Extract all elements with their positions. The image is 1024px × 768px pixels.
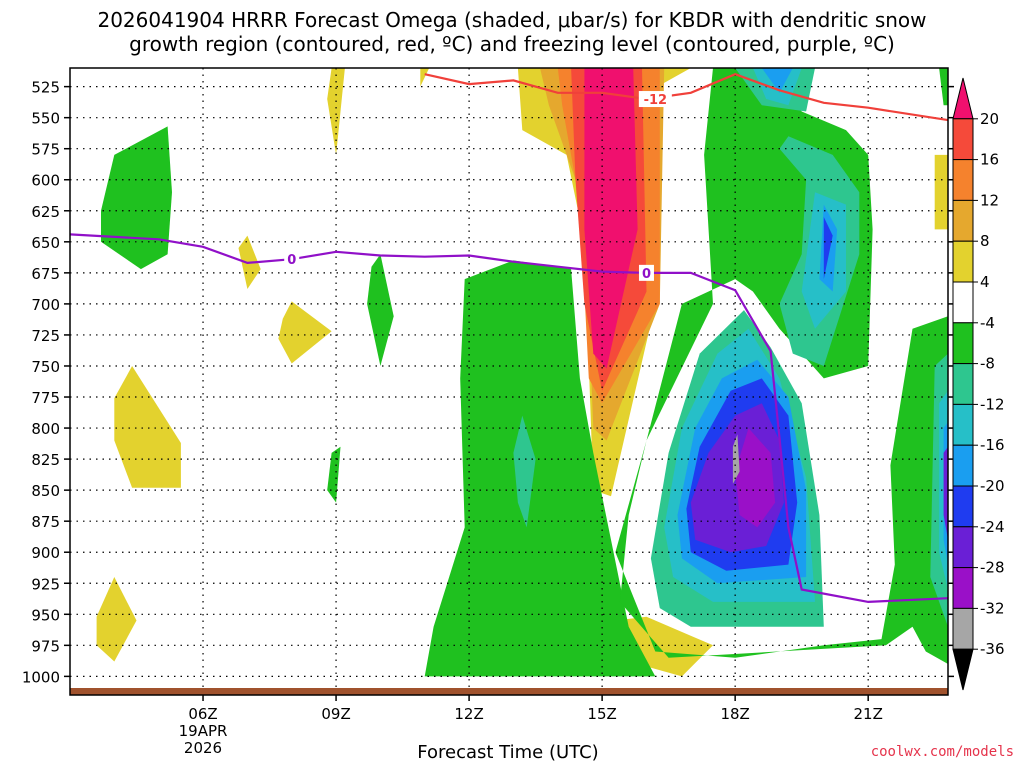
plot-area: 0 0 -12 bbox=[70, 68, 948, 695]
y-tick-label-650: 650 bbox=[31, 234, 60, 252]
colorbar-box-13 bbox=[952, 607, 974, 650]
y-tick-label-975: 975 bbox=[31, 637, 60, 655]
y-tick-label-675: 675 bbox=[31, 265, 60, 283]
colorbar-label-6: -8 bbox=[980, 355, 995, 373]
contour-label-bg-1 bbox=[638, 264, 654, 281]
colorbar-label-4: 4 bbox=[980, 273, 990, 291]
y-tick-label-575: 575 bbox=[31, 141, 60, 159]
colorbar-box-10 bbox=[952, 485, 974, 528]
colorbar-top-arrow bbox=[952, 77, 974, 120]
colorbar-box-1 bbox=[952, 118, 974, 161]
omega-region-17 bbox=[327, 446, 341, 503]
x-tick-label-18Z: 18Z bbox=[720, 705, 749, 723]
colorbar-box-12 bbox=[952, 567, 974, 609]
x-tick-year: 2026 bbox=[184, 739, 222, 757]
site-credit: coolwx.com/models bbox=[870, 744, 1014, 760]
colorbar-label-11: -28 bbox=[980, 559, 1005, 577]
y-tick-label-625: 625 bbox=[31, 203, 60, 221]
omega-region-35 bbox=[823, 217, 833, 280]
colorbar-label-13: -36 bbox=[980, 640, 1005, 658]
omega-region-9 bbox=[934, 154, 948, 230]
colorbar-label-7: -12 bbox=[980, 395, 1005, 413]
y-tick-label-900: 900 bbox=[31, 544, 60, 562]
colorbar-label-9: -20 bbox=[980, 477, 1005, 495]
omega-region-15 bbox=[101, 126, 172, 270]
x-tick-label-06Z: 06Z bbox=[188, 705, 217, 723]
x-tick-date: 19APR bbox=[179, 722, 228, 740]
y-tick-label-1000: 1000 bbox=[22, 668, 60, 686]
colorbar-box-7 bbox=[952, 363, 974, 405]
y-tick-label-750: 750 bbox=[31, 358, 60, 376]
colorbar-box-4 bbox=[952, 240, 974, 283]
contour-label-0: 0 bbox=[287, 253, 296, 268]
omega-region-22 bbox=[513, 415, 536, 528]
omega-region-39 bbox=[943, 446, 948, 540]
colorbar-box-8 bbox=[952, 403, 974, 446]
contour-0 bbox=[70, 233, 948, 604]
colorbar-label-8: -16 bbox=[980, 436, 1005, 454]
omega-region-3 bbox=[278, 301, 332, 364]
y-tick-label-700: 700 bbox=[31, 296, 60, 314]
title-line-2: growth region (contoured, red, ºC) and f… bbox=[129, 32, 895, 56]
x-tick-label-09Z: 09Z bbox=[321, 705, 350, 723]
colorbar-box-9 bbox=[952, 444, 974, 487]
x-tick-label-15Z: 15Z bbox=[587, 705, 616, 723]
y-tick-label-850: 850 bbox=[31, 482, 60, 500]
colorbar-label-3: 8 bbox=[980, 232, 990, 250]
title-line-1: 2026041904 HRRR Forecast Omega (shaded, … bbox=[97, 8, 927, 32]
omega-region-20 bbox=[939, 68, 948, 106]
omega-region-1 bbox=[420, 68, 430, 87]
colorbar-box-3 bbox=[952, 199, 974, 242]
x-tick-label-12Z: 12Z bbox=[454, 705, 483, 723]
omega-region-4 bbox=[114, 366, 181, 488]
contour-label-1: 0 bbox=[642, 267, 651, 282]
colorbar-label-12: -32 bbox=[980, 599, 1005, 617]
omega-region-16 bbox=[367, 254, 394, 366]
y-tick-label-950: 950 bbox=[31, 606, 60, 624]
contour-label-2: -12 bbox=[644, 93, 668, 108]
colorbar-label-5: -4 bbox=[980, 314, 995, 332]
omega-region-0 bbox=[327, 68, 345, 155]
omega-region-5 bbox=[96, 577, 137, 662]
y-tick-label-550: 550 bbox=[31, 110, 60, 128]
omega-region-18 bbox=[424, 260, 656, 677]
contour-label-bg-0 bbox=[284, 251, 300, 268]
y-tick-label-775: 775 bbox=[31, 389, 60, 407]
ground-surface bbox=[70, 688, 948, 695]
y-tick-label-600: 600 bbox=[31, 172, 60, 190]
y-tick-label-925: 925 bbox=[31, 575, 60, 593]
colorbar-box-5 bbox=[952, 281, 974, 324]
colorbar-box-11 bbox=[952, 526, 974, 569]
omega-region-14 bbox=[584, 68, 638, 369]
omega-region-32 bbox=[761, 68, 793, 93]
x-tick-label-21Z: 21Z bbox=[853, 705, 882, 723]
colorbar-box-2 bbox=[952, 159, 974, 201]
y-tick-label-525: 525 bbox=[31, 79, 60, 97]
y-tick-label-825: 825 bbox=[31, 451, 60, 469]
colorbar-label-10: -24 bbox=[980, 518, 1005, 536]
colorbar-box-6 bbox=[952, 322, 974, 365]
colorbar-label-2: 12 bbox=[980, 191, 999, 209]
colorbar-label-1: 16 bbox=[980, 151, 999, 169]
colorbar-label-0: 20 bbox=[980, 110, 999, 128]
contour-label-bg-2 bbox=[638, 91, 672, 108]
y-tick-label-875: 875 bbox=[31, 513, 60, 531]
y-tick-label-725: 725 bbox=[31, 327, 60, 345]
y-tick-label-800: 800 bbox=[31, 420, 60, 438]
omega-region-37 bbox=[735, 428, 776, 528]
omega-region-19 bbox=[615, 68, 948, 664]
colorbar-bottom-arrow bbox=[952, 648, 974, 691]
plot-frame bbox=[69, 67, 949, 696]
x-axis-label: Forecast Time (UTC) bbox=[417, 742, 599, 763]
chart-title: 2026041904 HRRR Forecast Omega (shaded, … bbox=[0, 8, 1024, 56]
